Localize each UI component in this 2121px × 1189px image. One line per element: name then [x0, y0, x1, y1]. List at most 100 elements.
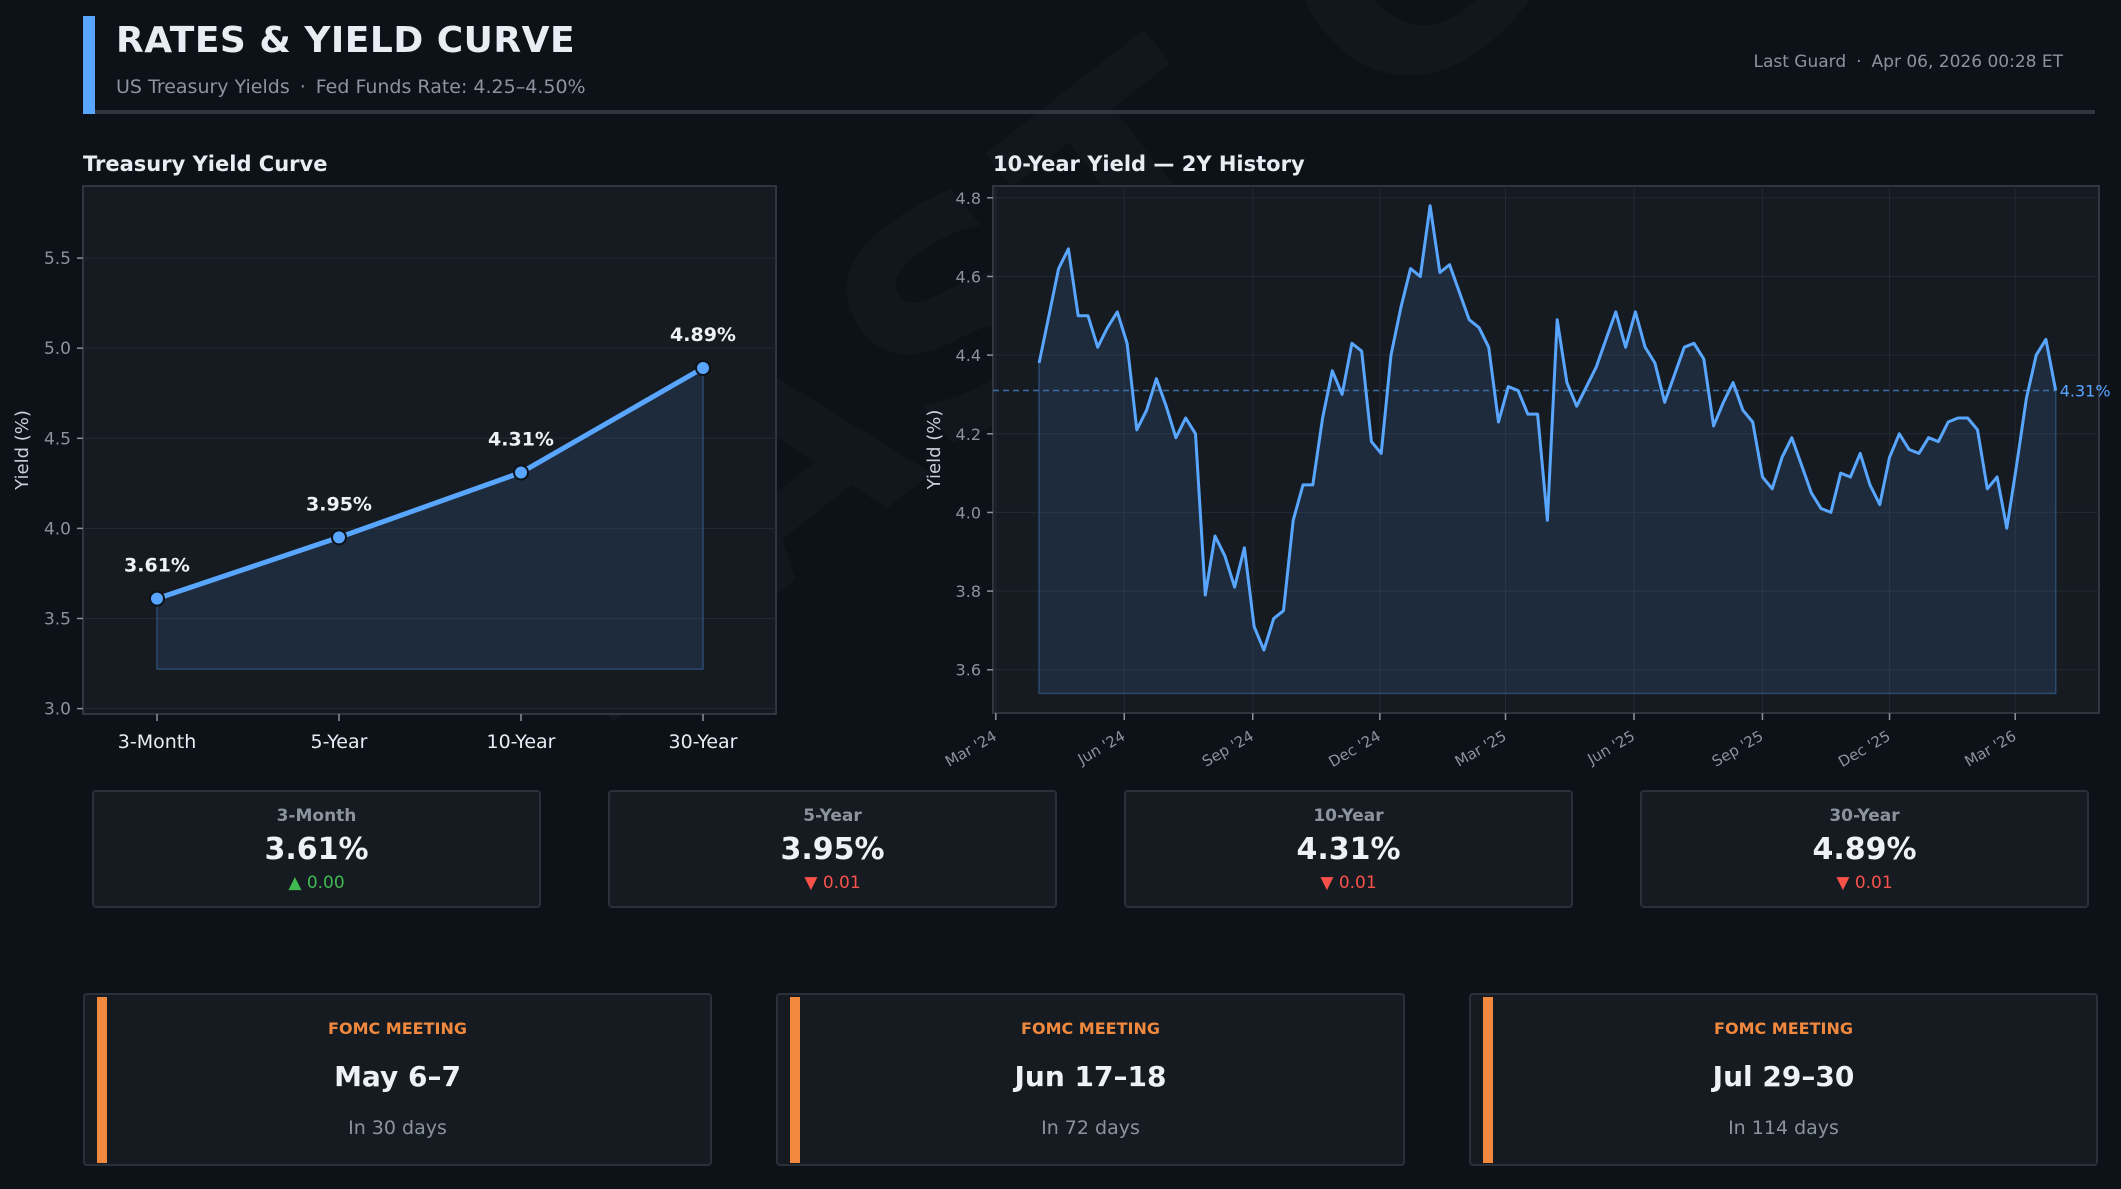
history-point: [2025, 397, 2028, 400]
history-point: [1135, 428, 1138, 431]
history-point: [1614, 310, 1617, 313]
history-point: [1145, 409, 1148, 412]
fomc-label: FOMC MEETING: [1021, 1019, 1160, 1038]
history-point: [1438, 271, 1441, 274]
history-point: [1634, 310, 1637, 313]
fomc-countdown: In 30 days: [348, 1117, 447, 1139]
y-tick-label: 3.5: [44, 609, 71, 629]
stat-change: ▼ 0.01: [610, 873, 1055, 893]
stat-label: 10-Year: [1313, 806, 1384, 826]
fomc-countdown: In 114 days: [1728, 1117, 1839, 1139]
history-point: [1184, 417, 1187, 420]
history-point: [1693, 342, 1696, 345]
header-divider: [95, 110, 2095, 114]
history-point: [1341, 393, 1344, 396]
history-point: [1800, 464, 1803, 467]
history-point: [1898, 432, 1901, 435]
history-point: [1536, 413, 1539, 416]
x-tick-label: Jun '24: [1074, 727, 1128, 769]
history-point: [1869, 483, 1872, 486]
y-tick-label: 4.8: [956, 189, 981, 208]
history-point: [1673, 373, 1676, 376]
stat-card-10-year: 10-Year 4.31% ▼ 0.01: [1124, 790, 1573, 908]
history-point: [1253, 625, 1256, 628]
history-point: [1448, 263, 1451, 266]
y-axis-label: Yield (%): [12, 410, 33, 491]
history-point: [1468, 318, 1471, 321]
history-point: [1683, 346, 1686, 349]
history-point: [1986, 487, 1989, 490]
fomc-date: Jun 17–18: [1014, 1060, 1167, 1093]
stat-value: 3.95%: [780, 832, 885, 867]
history-point: [1741, 409, 1744, 412]
history-point: [2035, 354, 2038, 357]
history-point: [1810, 491, 1813, 494]
history-point: [1282, 609, 1285, 612]
history-point: [1937, 440, 1940, 443]
history-point: [1888, 456, 1891, 459]
yield-curve-chart: 3.0 3.5 4.0 4.5 5.0 5.5 Yield (%) 3.61% 3-Month 3…: [12, 185, 777, 753]
history-point: [1849, 476, 1852, 479]
subtitle-separator: ·: [299, 76, 306, 98]
y-tick-label: 3.0: [44, 700, 71, 720]
history-point: [1087, 314, 1090, 317]
source-name: Last Guard: [1753, 52, 1847, 72]
curve-line: [156, 365, 705, 602]
history-point: [1761, 476, 1764, 479]
x-tick-label: Mar '26: [1961, 727, 2019, 771]
change-value: 0.01: [822, 873, 861, 893]
history-point: [1409, 267, 1412, 270]
history-point: [1605, 338, 1608, 341]
stat-label: 30-Year: [1829, 806, 1900, 826]
last-updated: Last Guard · Apr 06, 2026 00:28 ET: [1753, 52, 2063, 72]
fomc-accent-bar: [97, 997, 107, 1163]
history-point: [1214, 535, 1217, 538]
fomc-accent-bar: [790, 997, 800, 1163]
history-point: [1272, 617, 1275, 620]
history-point: [1917, 452, 1920, 455]
history-point: [2044, 338, 2047, 341]
history-point: [1829, 511, 1832, 514]
x-tick-label: Mar '25: [1452, 727, 1510, 771]
history-point: [1311, 483, 1314, 486]
stat-label: 5-Year: [803, 806, 862, 826]
curve-point: [149, 590, 165, 607]
history-point: [1781, 456, 1784, 459]
yield-curve-title: Treasury Yield Curve: [83, 152, 328, 176]
history-point: [1331, 369, 1334, 372]
stat-card-3-month: 3-Month 3.61% ▲ 0.00: [92, 790, 541, 908]
history-point: [1663, 401, 1666, 404]
history-line: [1037, 204, 2058, 652]
y-tick-label: 3.6: [956, 661, 981, 680]
history-point: [1957, 417, 1960, 420]
history-point: [1038, 362, 1041, 365]
history-point: [2054, 389, 2057, 392]
stat-change: ▲ 0.00: [94, 873, 539, 893]
history-point: [1067, 247, 1070, 250]
fomc-card-3: FOMC MEETING Jul 29–30 In 114 days: [1469, 993, 2098, 1166]
plot-area: [992, 185, 2100, 714]
y-tick-label: 4.5: [44, 429, 71, 449]
history-point: [1575, 405, 1578, 408]
fomc-date: May 6–7: [334, 1060, 461, 1093]
history-point: [1370, 440, 1373, 443]
y-axis-label: Yield (%): [924, 410, 945, 491]
history-point: [1722, 401, 1725, 404]
history-point: [1262, 649, 1265, 652]
stat-change: ▼ 0.01: [1642, 873, 2087, 893]
history-point: [1194, 432, 1197, 435]
history-chart-title: 10-Year Yield — 2Y History: [993, 152, 1305, 176]
fomc-card-1: FOMC MEETING May 6–7 In 30 days: [83, 993, 712, 1166]
history-point: [1302, 483, 1305, 486]
x-tick-label: 30-Year: [668, 731, 737, 753]
history-point: [1859, 452, 1862, 455]
data-label: 3.61%: [124, 555, 190, 577]
history-point: [1204, 594, 1207, 597]
history-point: [1585, 385, 1588, 388]
y-tick-label: 4.2: [956, 425, 981, 444]
history-point: [1478, 326, 1481, 329]
history-point: [1878, 503, 1881, 506]
history-point: [1223, 554, 1226, 557]
history-point: [1096, 346, 1099, 349]
history-point: [1429, 204, 1432, 207]
